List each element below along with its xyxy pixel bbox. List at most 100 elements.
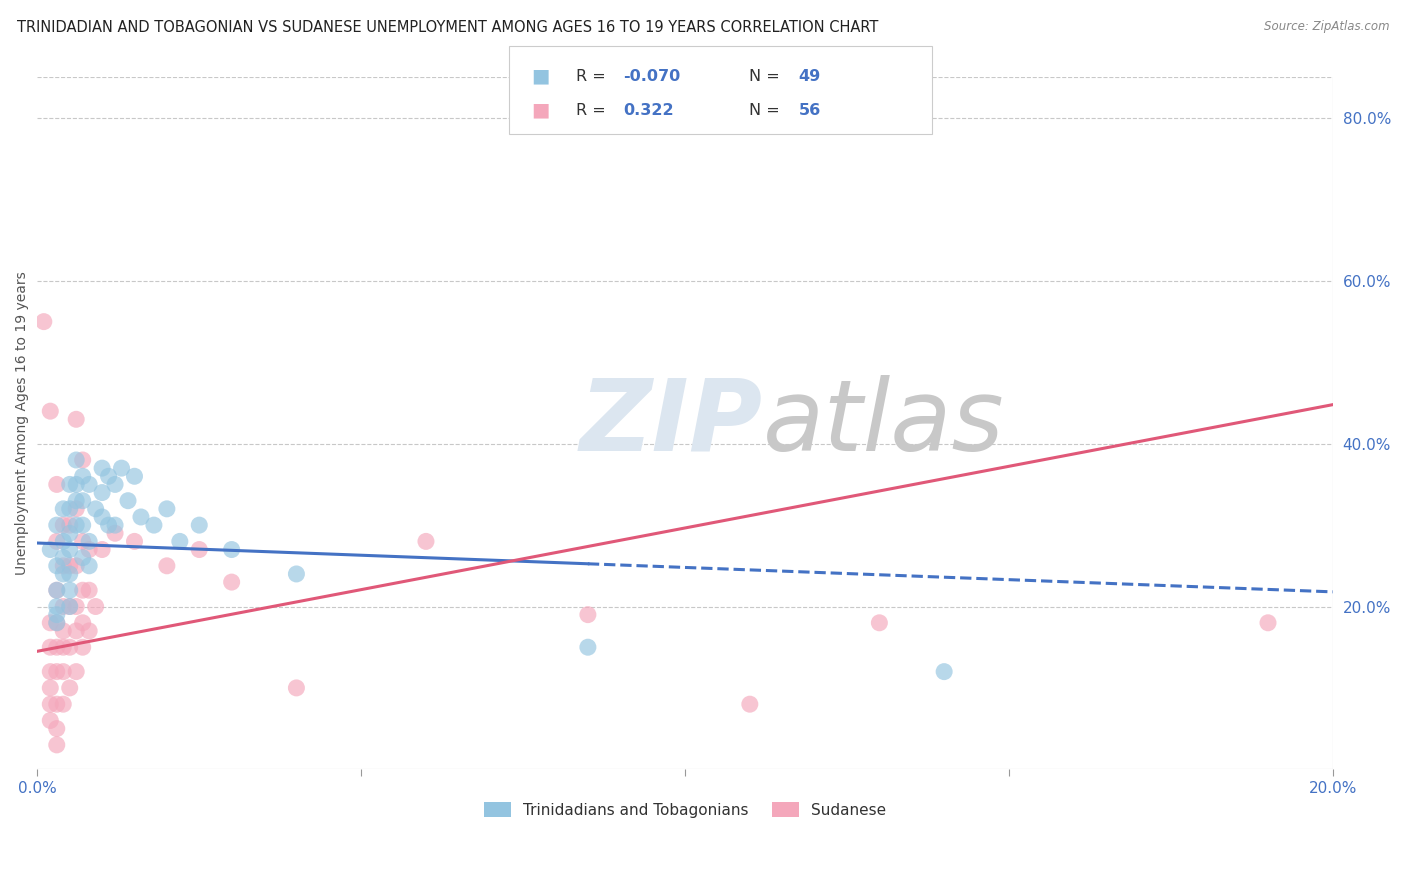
Point	[934, 665, 956, 679]
Point	[65, 412, 87, 426]
Point	[77, 477, 100, 491]
Point	[91, 542, 114, 557]
Point	[72, 640, 94, 655]
Point	[45, 665, 67, 679]
Point	[72, 518, 94, 533]
Point	[59, 477, 82, 491]
Point	[52, 534, 75, 549]
Point	[45, 583, 67, 598]
Point	[84, 599, 107, 614]
Point	[1257, 615, 1279, 630]
Point	[156, 501, 179, 516]
Point	[59, 542, 82, 557]
Point	[415, 534, 437, 549]
Point	[45, 599, 67, 614]
Point	[45, 615, 67, 630]
Point	[45, 558, 67, 573]
Point	[65, 501, 87, 516]
Point	[72, 453, 94, 467]
Point	[72, 469, 94, 483]
Point	[65, 558, 87, 573]
Point	[52, 501, 75, 516]
Text: TRINIDADIAN AND TOBAGONIAN VS SUDANESE UNEMPLOYMENT AMONG AGES 16 TO 19 YEARS CO: TRINIDADIAN AND TOBAGONIAN VS SUDANESE U…	[17, 20, 879, 35]
Point	[52, 550, 75, 565]
Point	[52, 518, 75, 533]
Point	[45, 738, 67, 752]
Point	[124, 534, 146, 549]
Point	[59, 640, 82, 655]
Point	[65, 599, 87, 614]
Point	[59, 599, 82, 614]
Point	[59, 558, 82, 573]
Point	[110, 461, 132, 475]
Point	[45, 615, 67, 630]
Point	[45, 607, 67, 622]
Point	[65, 624, 87, 638]
Point	[117, 493, 139, 508]
Point	[39, 681, 62, 695]
Point	[104, 526, 127, 541]
Text: N =: N =	[749, 103, 786, 118]
Point	[72, 534, 94, 549]
Text: 0.322: 0.322	[623, 103, 673, 118]
Point	[52, 697, 75, 711]
Legend: Trinidadians and Tobagonians, Sudanese: Trinidadians and Tobagonians, Sudanese	[478, 796, 893, 824]
Point	[45, 640, 67, 655]
Point	[97, 469, 120, 483]
Text: N =: N =	[749, 69, 786, 84]
Point	[32, 315, 55, 329]
Y-axis label: Unemployment Among Ages 16 to 19 years: Unemployment Among Ages 16 to 19 years	[15, 271, 30, 575]
Text: R =: R =	[576, 103, 612, 118]
Point	[72, 550, 94, 565]
Point	[188, 542, 211, 557]
Point	[45, 518, 67, 533]
Text: 56: 56	[799, 103, 821, 118]
Point	[39, 404, 62, 418]
Point	[77, 542, 100, 557]
Point	[576, 640, 599, 655]
Point	[65, 453, 87, 467]
Point	[104, 477, 127, 491]
Text: ■: ■	[531, 101, 550, 120]
Point	[52, 599, 75, 614]
Point	[59, 599, 82, 614]
Point	[142, 518, 165, 533]
Point	[59, 526, 82, 541]
Point	[72, 493, 94, 508]
Text: R =: R =	[576, 69, 612, 84]
Point	[52, 665, 75, 679]
Point	[39, 640, 62, 655]
Point	[77, 583, 100, 598]
Point	[39, 542, 62, 557]
Point	[77, 534, 100, 549]
Text: 49: 49	[799, 69, 821, 84]
Point	[285, 681, 308, 695]
Point	[59, 681, 82, 695]
Point	[45, 722, 67, 736]
Point	[65, 665, 87, 679]
Point	[52, 640, 75, 655]
Point	[91, 461, 114, 475]
Point	[59, 518, 82, 533]
Point	[285, 566, 308, 581]
Point	[868, 615, 890, 630]
Point	[156, 558, 179, 573]
Point	[39, 714, 62, 728]
Point	[65, 477, 87, 491]
Point	[39, 665, 62, 679]
Point	[59, 566, 82, 581]
Text: ZIP: ZIP	[579, 375, 763, 472]
Point	[576, 607, 599, 622]
Point	[738, 697, 761, 711]
Point	[52, 624, 75, 638]
Point	[45, 697, 67, 711]
Point	[52, 558, 75, 573]
Point	[221, 575, 243, 590]
Point	[59, 583, 82, 598]
Point	[72, 615, 94, 630]
Point	[45, 583, 67, 598]
Text: ■: ■	[531, 67, 550, 86]
Point	[45, 477, 67, 491]
Point	[39, 697, 62, 711]
Point	[45, 534, 67, 549]
